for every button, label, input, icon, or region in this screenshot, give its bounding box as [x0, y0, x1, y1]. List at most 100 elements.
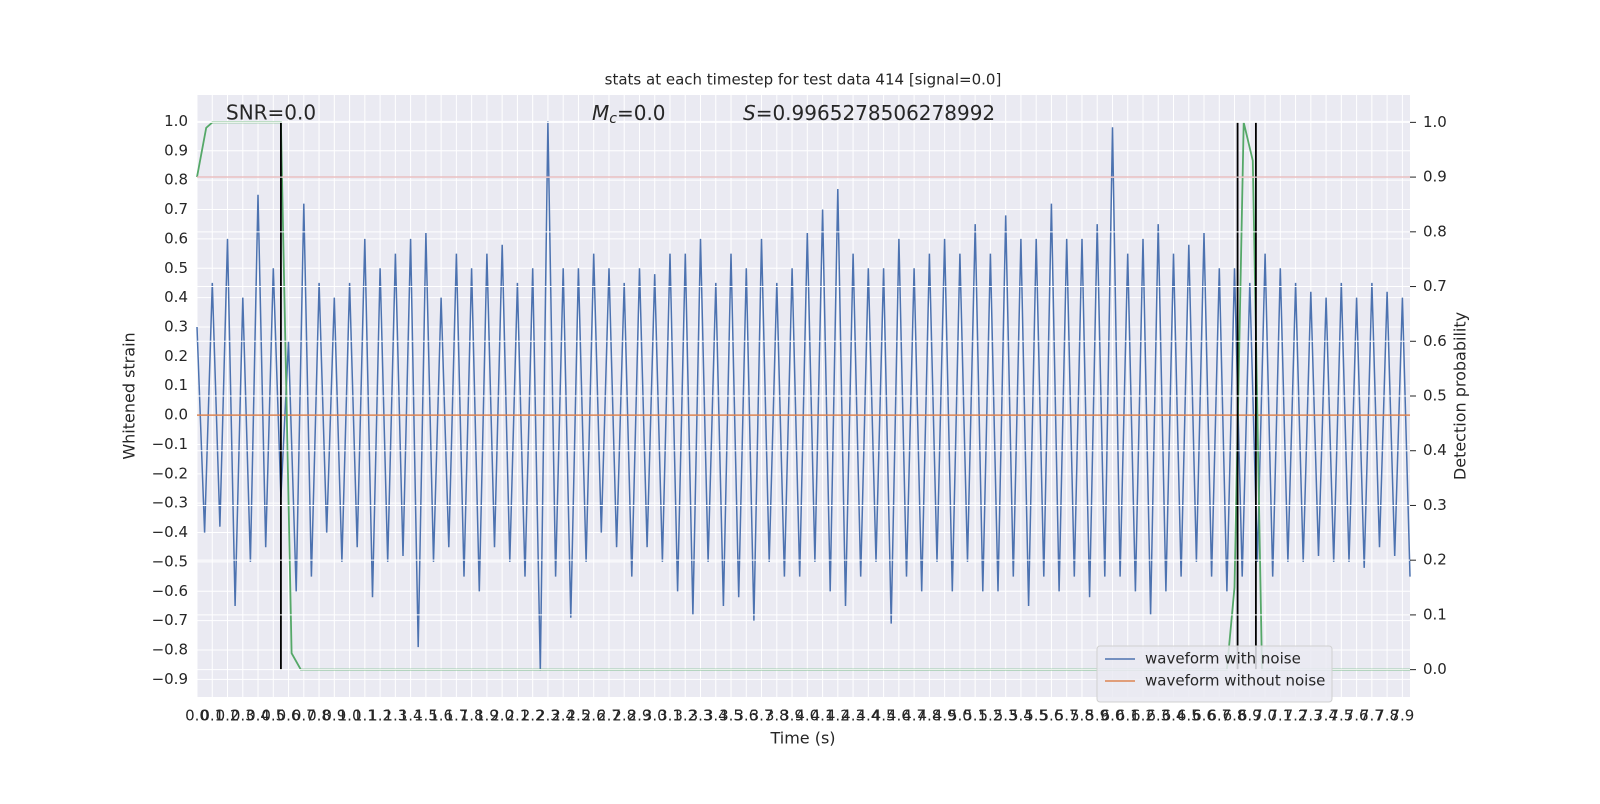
x-tick-label: 3.7 — [750, 707, 774, 725]
x-tick-label: 3.4 — [704, 707, 728, 725]
x-tick-label: 4.7 — [902, 707, 926, 725]
legend-label: waveform without noise — [1145, 672, 1325, 690]
y2-tick-label: 0.6 — [1423, 332, 1447, 350]
y-tick-label: −0.4 — [152, 523, 188, 541]
y-tick-label: 0.9 — [164, 141, 188, 159]
x-tick-label: 7.8 — [1375, 707, 1399, 725]
x-tick-label: 5.5 — [1024, 707, 1048, 725]
y-tick-label: 0.3 — [164, 317, 188, 335]
y2-tick-label: 0.4 — [1423, 441, 1447, 459]
x-tick-label: 3.5 — [719, 707, 743, 725]
series-line — [196, 121, 1411, 671]
x-tick-label: 1.9 — [475, 707, 499, 725]
x-tick-label: 1.4 — [399, 707, 423, 725]
y-tick-label: −0.9 — [152, 670, 188, 688]
y-tick-label: 0.7 — [164, 200, 188, 218]
x-tick-label: 2.4 — [551, 707, 575, 725]
x-tick-label: 2.9 — [628, 707, 652, 725]
x-tick-label: 1.8 — [460, 707, 484, 725]
x-tick-label: 7.7 — [1360, 707, 1384, 725]
x-tick-label: 7.5 — [1329, 707, 1353, 725]
x-tick-label: 1.7 — [444, 707, 468, 725]
x-tick-label: 7.1 — [1268, 707, 1292, 725]
x-tick-label: 6.2 — [1131, 707, 1155, 725]
x-tick-label: 7.2 — [1284, 707, 1308, 725]
x-tick-label: 0.0 — [185, 707, 209, 725]
x-tick-label: 6.5 — [1177, 707, 1201, 725]
y-tick-label: 0.4 — [164, 288, 188, 306]
y-tick-label: 0.8 — [164, 171, 188, 189]
x-tick-label: 4.8 — [917, 707, 941, 725]
x-tick-label: 2.8 — [612, 707, 636, 725]
y-tick-label: −0.1 — [152, 435, 188, 453]
x-tick-label: 2.2 — [521, 707, 545, 725]
x-tick-label: 5.0 — [948, 707, 972, 725]
x-tick-label: 2.7 — [597, 707, 621, 725]
x-tick-label: 0.5 — [261, 707, 285, 725]
y-tick-label: 0.5 — [164, 259, 188, 277]
y-axis-label: Whitened strain — [120, 332, 139, 459]
x-tick-label: 0.4 — [246, 707, 270, 725]
x-tick-label: 6.7 — [1207, 707, 1231, 725]
y-tick-label: 0.0 — [164, 406, 188, 424]
x-tick-label: 3.1 — [658, 707, 682, 725]
x-tick-label: 5.9 — [1085, 707, 1109, 725]
y-tick-label: −0.6 — [152, 582, 188, 600]
x-tick-label: 1.3 — [383, 707, 407, 725]
x-tick-label: 5.6 — [1040, 707, 1064, 725]
x-tick-label: 7.4 — [1314, 707, 1338, 725]
annotation-symbol: S — [743, 101, 756, 125]
y2-tick-label: 0.8 — [1423, 222, 1447, 240]
x-tick-label: 2.6 — [582, 707, 606, 725]
x-tick-label: 4.6 — [887, 707, 911, 725]
x-tick-label: 2.5 — [567, 707, 591, 725]
annotation: SNR=0.0 — [226, 101, 316, 125]
x-tick-label: 3.8 — [765, 707, 789, 725]
y2-tick-label: 0.5 — [1423, 387, 1447, 405]
x-tick-label: 7.3 — [1299, 707, 1323, 725]
x-tick-label: 6.8 — [1223, 707, 1247, 725]
x-tick-label: 4.5 — [872, 707, 896, 725]
x-tick-label: 0.8 — [307, 707, 331, 725]
legend: waveform with noise waveform without nois… — [1096, 645, 1333, 703]
y2-tick-label: 0.9 — [1423, 168, 1447, 186]
x-tick-label: 4.4 — [856, 707, 880, 725]
x-tick-label: 2.0 — [490, 707, 514, 725]
x-tick-label: 0.7 — [292, 707, 316, 725]
legend-box — [1096, 645, 1333, 703]
x-tick-label: 1.2 — [368, 707, 392, 725]
y-tick-label: 0.2 — [164, 347, 188, 365]
x-tick-label: 5.4 — [1009, 707, 1033, 725]
y2-tick-label: 0.3 — [1423, 496, 1447, 514]
y2-tick-label: 0.1 — [1423, 605, 1447, 623]
y2-axis-label: Detection probability — [1451, 312, 1470, 480]
x-tick-label: 5.8 — [1070, 707, 1094, 725]
annotation-text: =0.9965278506278992 — [756, 101, 995, 125]
x-tick-label: 0.2 — [216, 707, 240, 725]
x-tick-label: 6.3 — [1146, 707, 1170, 725]
x-tick-label: 1.0 — [338, 707, 362, 725]
y-tick-label: −0.7 — [152, 611, 188, 629]
y2-tick-label: 0.7 — [1423, 277, 1447, 295]
x-tick-label: 6.9 — [1238, 707, 1262, 725]
annotation-subscript: c — [609, 111, 617, 127]
x-tick-label: 6.0 — [1101, 707, 1125, 725]
x-tick-label: 7.9 — [1390, 707, 1414, 725]
x-tick-label: 3.2 — [673, 707, 697, 725]
x-tick-label: 1.1 — [353, 707, 377, 725]
y-tick-label: 0.1 — [164, 376, 188, 394]
x-tick-label: 5.3 — [994, 707, 1018, 725]
annotation: S=0.9965278506278992 — [743, 101, 995, 125]
annotation-text: =0.0 — [617, 101, 666, 125]
x-tick-label: 6.1 — [1116, 707, 1140, 725]
overlay-layer: 0.00.10.20.30.40.50.60.70.80.91.01.11.21… — [152, 112, 1447, 725]
x-tick-label: 4.2 — [826, 707, 850, 725]
x-tick-label: 4.9 — [933, 707, 957, 725]
y-tick-label: 1.0 — [164, 112, 188, 130]
legend-label: waveform with noise — [1145, 650, 1301, 668]
x-tick-label: 4.0 — [795, 707, 819, 725]
annotation: Mc=0.0 — [592, 101, 666, 128]
x-tick-label: 7.0 — [1253, 707, 1277, 725]
x-tick-label: 5.2 — [978, 707, 1002, 725]
x-tick-label: 4.3 — [841, 707, 865, 725]
